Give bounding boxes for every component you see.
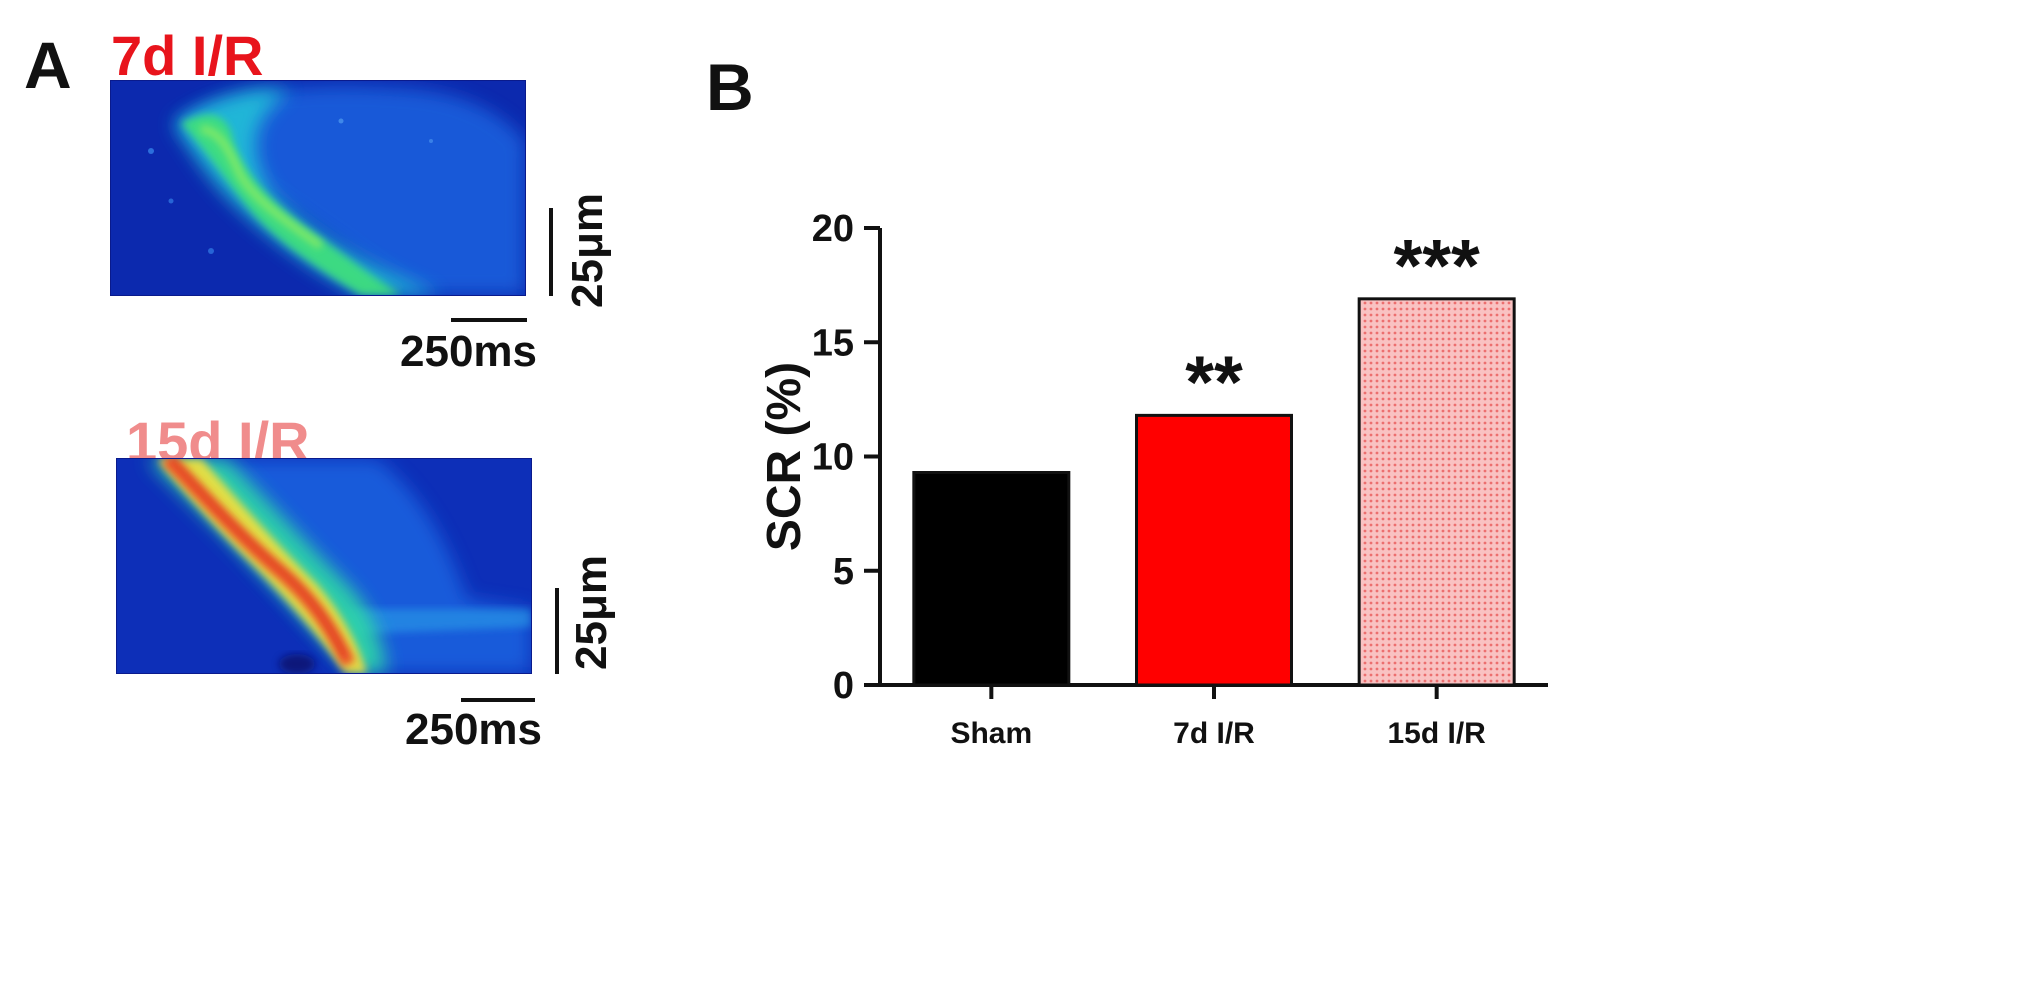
scan-1-horizontal-scale-label: 250ms	[400, 327, 538, 376]
chart-labels: 0 5 10 15 20 SCR (%) Sham 7d I/R ** 15d I/R ***	[758, 208, 1486, 750]
y-tick-label: 15	[812, 322, 854, 364]
x-tick-label: 7d I/R	[1173, 717, 1255, 750]
significance-label: **	[1185, 340, 1243, 423]
y-tick-label: 10	[812, 437, 854, 479]
significance-label: ***	[1393, 224, 1480, 307]
panel-a-letter: A	[24, 28, 72, 102]
y-tick-label: 20	[812, 208, 854, 250]
scan-1-heatmap	[111, 81, 525, 295]
scan-2-vertical-scale-bar	[555, 588, 559, 674]
x-tick-label: Sham	[950, 717, 1032, 750]
x-tick-label: 15d I/R	[1387, 717, 1486, 750]
y-tick-label: 0	[833, 665, 854, 707]
scan-2-horizontal-scale-bar	[461, 698, 535, 702]
scan-1-horizontal-scale-bar	[451, 318, 527, 322]
scan-2-horizontal-scale-label: 250ms	[405, 705, 543, 754]
y-axis-label: SCR (%)	[758, 362, 811, 551]
bar-15d-i-r	[1357, 297, 1516, 687]
scan-2-image	[116, 454, 532, 674]
scan-1-label: 7d I/R	[111, 24, 264, 87]
scan-2-heatmap	[117, 454, 531, 674]
chart-bars	[912, 297, 1516, 687]
y-tick-label: 5	[833, 551, 854, 593]
bar-sham	[912, 470, 1071, 687]
panel-b-letter: B	[706, 50, 754, 124]
scan-1-vertical-scale-bar	[549, 208, 553, 296]
scan-1-image	[110, 80, 526, 296]
bar-7d-i-r	[1135, 413, 1293, 687]
